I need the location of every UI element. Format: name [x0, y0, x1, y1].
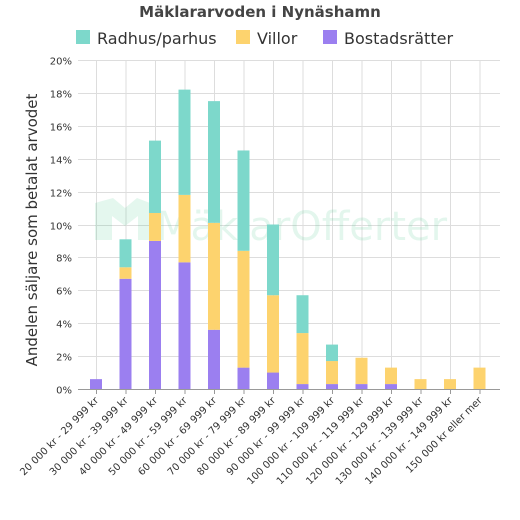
y-tick-label: 0%	[56, 386, 72, 397]
bar-segment	[385, 367, 397, 385]
bar-segment	[414, 379, 427, 389]
bar-segment	[237, 250, 250, 368]
legend: Radhus/parhus Villor Bostadsrätter	[76, 29, 453, 48]
bar-segment	[296, 295, 309, 334]
y-tick-label: 8%	[56, 254, 72, 265]
bar-segment	[296, 384, 309, 389]
legend-label: Villor	[257, 29, 298, 48]
bar-segment	[267, 224, 279, 296]
legend-swatch	[323, 30, 337, 44]
y-tick-label: 10%	[50, 222, 72, 233]
y-tick-label: 16%	[50, 123, 72, 134]
watermark-part2: Offerter	[290, 204, 447, 250]
watermark-text: MäklarOfferter	[156, 204, 448, 250]
bar-segment	[326, 361, 338, 385]
bar-segment	[444, 379, 456, 389]
bar-segment	[149, 140, 161, 213]
bar-segment	[237, 367, 250, 389]
y-tick-label: 2%	[56, 353, 72, 364]
bar-segment	[208, 101, 220, 223]
bar-segment	[119, 278, 132, 389]
y-axis-ticks: 0% 2% 4% 6% 8% 10% 12% 14% 16% 18% 20%	[50, 57, 72, 397]
bar-segment	[267, 295, 279, 373]
y-tick-label: 18%	[50, 90, 72, 101]
watermark: MäklarOfferter	[95, 198, 448, 250]
bar-segment	[178, 262, 191, 389]
y-axis-label: Andelen säljare som betalat arvodet	[23, 93, 41, 366]
bar-segment	[267, 372, 279, 389]
bar-segment	[355, 384, 368, 389]
bar-segment	[119, 239, 132, 268]
bar-segment	[355, 357, 368, 385]
bar-segment	[119, 267, 132, 279]
bar-segment	[178, 194, 191, 263]
watermark-logo-icon	[95, 198, 150, 240]
y-tick-label: 4%	[56, 320, 72, 331]
y-tick-label: 14%	[50, 156, 72, 167]
y-tick-label: 12%	[50, 189, 72, 200]
bar-segment	[149, 212, 161, 241]
legend-swatch	[76, 30, 90, 44]
legend-label: Bostadsrätter	[344, 29, 453, 48]
y-tick-label: 6%	[56, 287, 72, 298]
y-tick-label: 20%	[50, 57, 72, 68]
bar-segment	[90, 379, 102, 389]
bar-segment	[208, 222, 220, 330]
bar-segment	[149, 240, 161, 389]
bar-segment	[237, 150, 250, 251]
chart-title: Mäklararvoden i Nynäshamn	[139, 3, 381, 21]
bar-segment	[326, 384, 338, 389]
bars	[90, 89, 486, 389]
legend-swatch	[236, 30, 250, 44]
bar-segment	[385, 384, 397, 389]
bar-segment	[473, 367, 486, 389]
bar-segment	[178, 89, 191, 195]
legend-label: Radhus/parhus	[97, 29, 217, 48]
bar-segment	[296, 333, 309, 385]
bar-segment	[326, 344, 338, 362]
bar-segment	[208, 329, 220, 389]
